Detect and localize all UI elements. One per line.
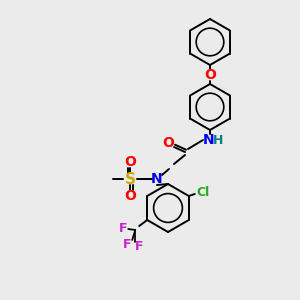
Text: O: O: [124, 155, 136, 169]
Text: N: N: [151, 172, 163, 186]
Text: F: F: [135, 239, 143, 253]
Text: O: O: [162, 136, 174, 150]
Text: Cl: Cl: [196, 185, 209, 199]
Text: F: F: [123, 238, 131, 250]
Text: H: H: [213, 134, 223, 146]
Text: N: N: [203, 133, 215, 147]
Text: F: F: [119, 221, 128, 235]
Text: O: O: [204, 68, 216, 82]
Text: S: S: [124, 172, 136, 187]
Text: O: O: [124, 189, 136, 203]
